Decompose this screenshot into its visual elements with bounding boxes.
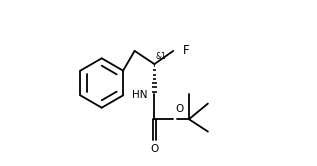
- Text: F: F: [183, 44, 190, 57]
- Text: O: O: [175, 104, 183, 114]
- Text: HN: HN: [132, 90, 148, 100]
- Text: O: O: [150, 144, 158, 154]
- Text: &1: &1: [156, 52, 166, 61]
